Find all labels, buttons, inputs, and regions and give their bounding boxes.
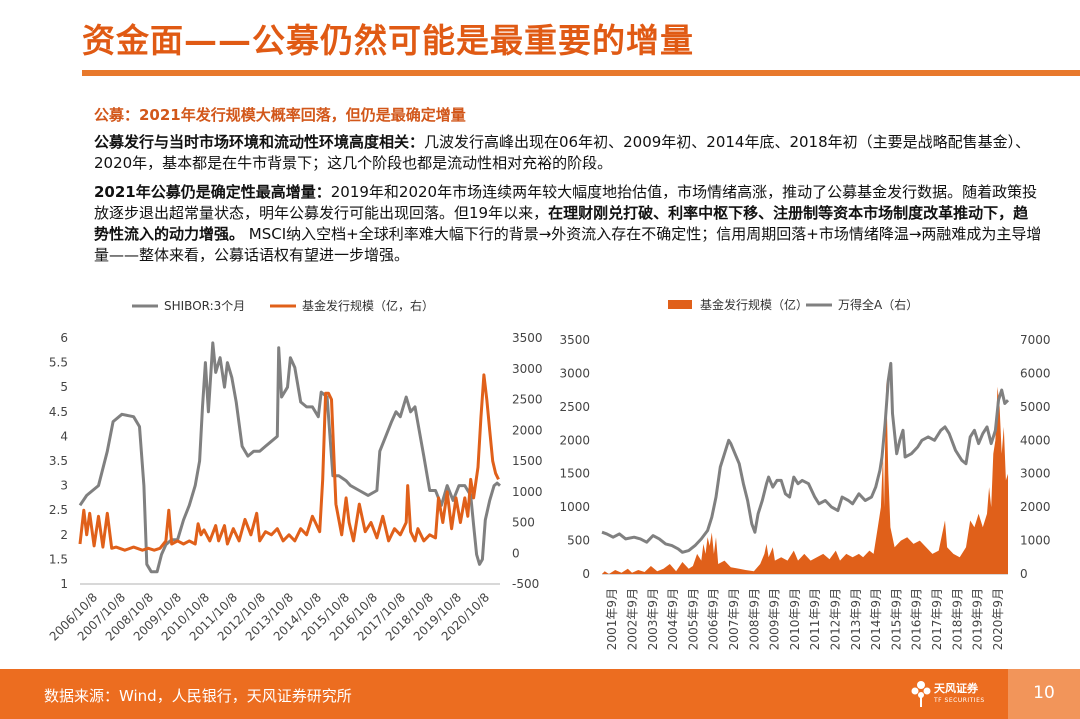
y-right-tick-label: 5000 (1020, 400, 1051, 414)
series-area (602, 380, 1008, 574)
x-tick-label: 2017年9月 (930, 588, 944, 650)
logo-name: 天风证券 (934, 682, 978, 695)
title-divider (82, 70, 1080, 76)
y-left-tick-label: 1000 (559, 500, 590, 514)
paragraph-1-body: 几波发行高峰出现在06年初、2009年初、2014年底、2018年初（主要是战略… (94, 133, 1031, 172)
x-tick-label: 2014年9月 (869, 588, 883, 650)
x-tick-label: 2011年9月 (808, 588, 822, 650)
y-left-tick-label: 0 (582, 567, 590, 581)
right-chart: 基金发行规模（亿） 万得全A（右） 3500 3000 2500 2000 1500 1000… (559, 297, 1051, 650)
y-left-tick-label: 6 (60, 331, 68, 345)
tf-securities-logo: 天风证券 TF SECURITIES (910, 675, 986, 715)
y-right-tick-label: -500 (512, 577, 539, 591)
y-right-tick-label: 4000 (1020, 433, 1051, 447)
y-right-tick-label: 500 (512, 516, 535, 530)
x-tick-label: 2015年9月 (889, 588, 903, 650)
page-number: 10 (1033, 683, 1055, 703)
x-tick-label: 2009年9月 (768, 588, 782, 650)
x-tick-label: 2020年9月 (991, 588, 1005, 650)
data-source: 数据来源：Wind，人民银行，天风证券研究所 (44, 687, 352, 705)
legend-label: 基金发行规模（亿，右） (302, 298, 434, 313)
legend-label: 基金发行规模（亿） (700, 297, 808, 312)
page-number-box: 10 (1008, 669, 1080, 719)
y-right-tick-label: 1500 (512, 454, 543, 468)
y-left-tick-label: 1 (60, 577, 68, 591)
y-left-tick-label: 1500 (559, 467, 590, 481)
x-tick-label: 2005年9月 (686, 588, 700, 650)
series-line (601, 361, 1010, 554)
paragraph-2-emphasis: 在理财刚兑打破、利率中枢下移、注册制等资本市场制度改革推动下，趋势性流入的动力增… (94, 204, 1029, 243)
y-right-tick-label: 6000 (1020, 366, 1051, 380)
y-left-tick-label: 4 (60, 429, 68, 443)
y-left-tick-label: 3.5 (49, 454, 68, 468)
y-left-tick-label: 3000 (559, 366, 590, 380)
paragraph-2: 2021年公募仍是确定性最高增量：2019年和2020年市场连续两年较大幅度地抬… (94, 182, 1042, 266)
footer-bar: 数据来源：Wind，人民银行，天风证券研究所 天风证券 TF SECURITIE… (0, 669, 1080, 719)
y-right-tick-label: 3500 (512, 331, 543, 345)
series-line (78, 373, 500, 552)
series-line (78, 341, 501, 574)
x-tick-label: 2010年9月 (788, 588, 802, 650)
x-tick-label: 2013年9月 (849, 588, 863, 650)
section-subtitle: 公募：2021年发行规模大概率回落，但仍是最确定增量 (94, 106, 466, 124)
paragraph-2-lead: 2021年公募仍是确定性最高增量： (94, 183, 331, 201)
x-tick-label: 2002年9月 (625, 588, 639, 650)
y-left-tick-label: 500 (567, 534, 590, 548)
y-left-tick-label: 4.5 (49, 405, 68, 419)
left-chart: SHIBOR:3个月 基金发行规模（亿，右） 6 5.5 5 4.5 4 3.5 3 2.5 2 1.… (47, 298, 543, 644)
paragraph-1-lead: 公募发行与当时市场环境和流动性环境高度相关： (94, 133, 425, 151)
x-tick-label: 2001年9月 (605, 588, 619, 650)
y-left-tick-label: 2 (60, 528, 68, 542)
y-right-tick-label: 3000 (1020, 467, 1051, 481)
x-tick-label: 2004年9月 (666, 588, 680, 650)
y-right-tick-label: 0 (512, 546, 520, 560)
y-right-tick-label: 1000 (1020, 534, 1051, 548)
x-tick-label: 2007年9月 (727, 588, 741, 650)
x-tick-label: 2003年9月 (646, 588, 660, 650)
x-tick-label: 2019年9月 (971, 588, 985, 650)
flower-icon (911, 681, 931, 707)
paragraph-2-body-b: MSCI纳入空档+全球利率难大幅下行的背景→外资流入存在不确定性；信用周期回落+… (94, 225, 1042, 264)
y-right-tick-label: 2500 (512, 393, 543, 407)
legend-label: SHIBOR:3个月 (164, 299, 245, 313)
y-left-tick-label: 5.5 (49, 356, 68, 370)
y-right-tick-label: 7000 (1020, 333, 1051, 347)
logo-english: TF SECURITIES (934, 697, 985, 704)
y-right-tick-label: 2000 (512, 423, 543, 437)
y-left-tick-label: 1.5 (49, 552, 68, 566)
y-left-tick-label: 5 (60, 380, 68, 394)
legend-label: 万得全A（右） (838, 297, 918, 312)
x-tick-label: 2012年9月 (828, 588, 842, 650)
y-right-tick-label: 3000 (512, 362, 543, 376)
y-left-tick-label: 3500 (559, 333, 590, 347)
paragraph-2-body-a: 2019年和2020年市场连续两年较大幅度地抬估值，市场情绪高涨，推动了公募基金… (94, 183, 1038, 222)
y-left-tick-label: 2000 (559, 433, 590, 447)
x-tick-label: 2018年9月 (950, 588, 964, 650)
y-left-tick-label: 3 (60, 479, 68, 493)
y-left-tick-label: 2.5 (49, 503, 68, 517)
y-left-tick-label: 2500 (559, 400, 590, 414)
y-right-tick-label: 2000 (1020, 500, 1051, 514)
x-tick-label: 2016年9月 (910, 588, 924, 650)
paragraph-1: 公募发行与当时市场环境和流动性环境高度相关：几波发行高峰出现在06年初、2009… (94, 132, 1042, 174)
x-tick-label: 2006年9月 (707, 588, 721, 650)
legend-swatch (668, 300, 692, 309)
y-right-tick-label: 1000 (512, 485, 543, 499)
y-right-tick-label: 0 (1020, 567, 1028, 581)
page-title: 资金面——公募仍然可能是最重要的增量 (82, 21, 694, 60)
x-tick-label: 2008年9月 (747, 588, 761, 650)
